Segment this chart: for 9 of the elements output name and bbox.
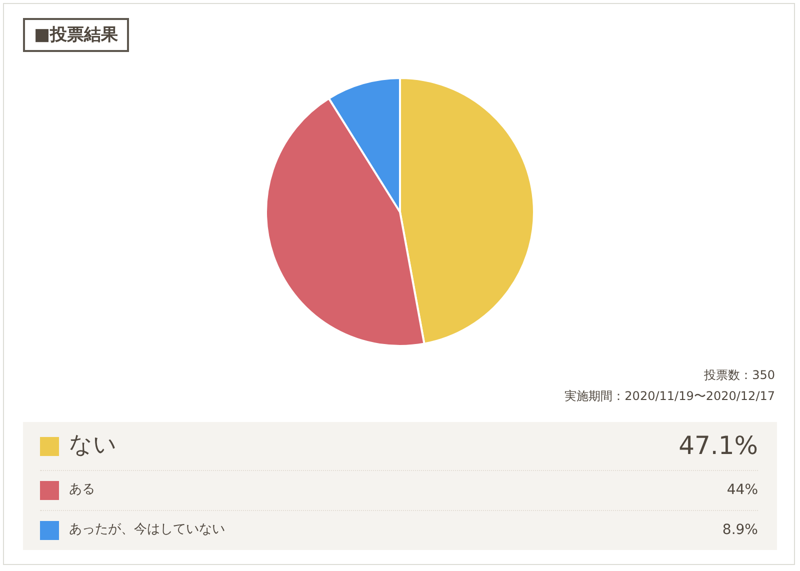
data-label: 8.9% — [722, 520, 758, 540]
legend-label: ない — [69, 431, 117, 460]
legend-label: あったが、今はしていない — [69, 522, 225, 538]
chart-title: ■投票結果 — [23, 18, 130, 52]
data-label: 47.1% — [678, 430, 758, 462]
data-label: 44% — [726, 480, 758, 500]
text: 投票数：350 — [704, 367, 775, 383]
legend-label: ある — [69, 482, 95, 498]
text: 実施期間：2020/11/19〜2020/12/17 — [564, 388, 775, 404]
